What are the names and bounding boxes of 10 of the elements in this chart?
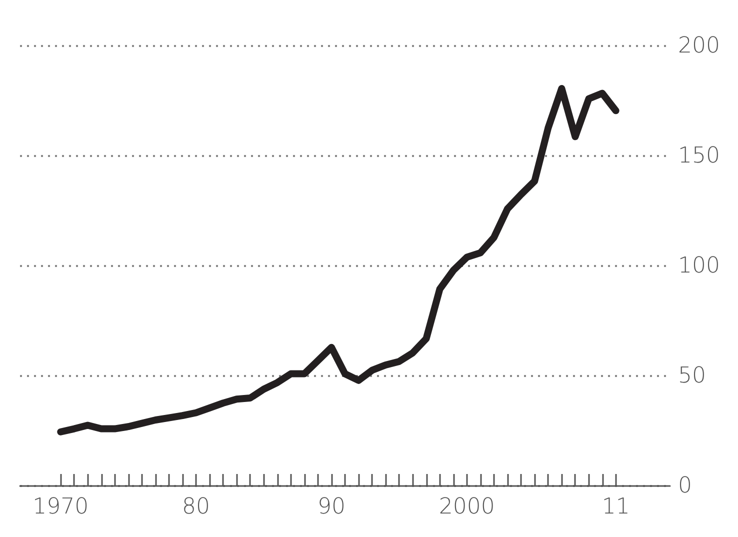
- y-tick-label: 200: [678, 34, 720, 58]
- y-tick-label: 50: [678, 364, 706, 388]
- x-tick-label: 1970: [32, 494, 89, 520]
- x-tick-label: 2000: [438, 494, 495, 520]
- x-tick-label: 11: [602, 494, 630, 520]
- y-tick-label: 0: [678, 474, 692, 498]
- x-tick-label: 80: [182, 494, 210, 520]
- y-tick-label: 100: [678, 254, 720, 278]
- y-tick-label: 150: [678, 144, 720, 168]
- x-tick-label: 90: [317, 494, 346, 520]
